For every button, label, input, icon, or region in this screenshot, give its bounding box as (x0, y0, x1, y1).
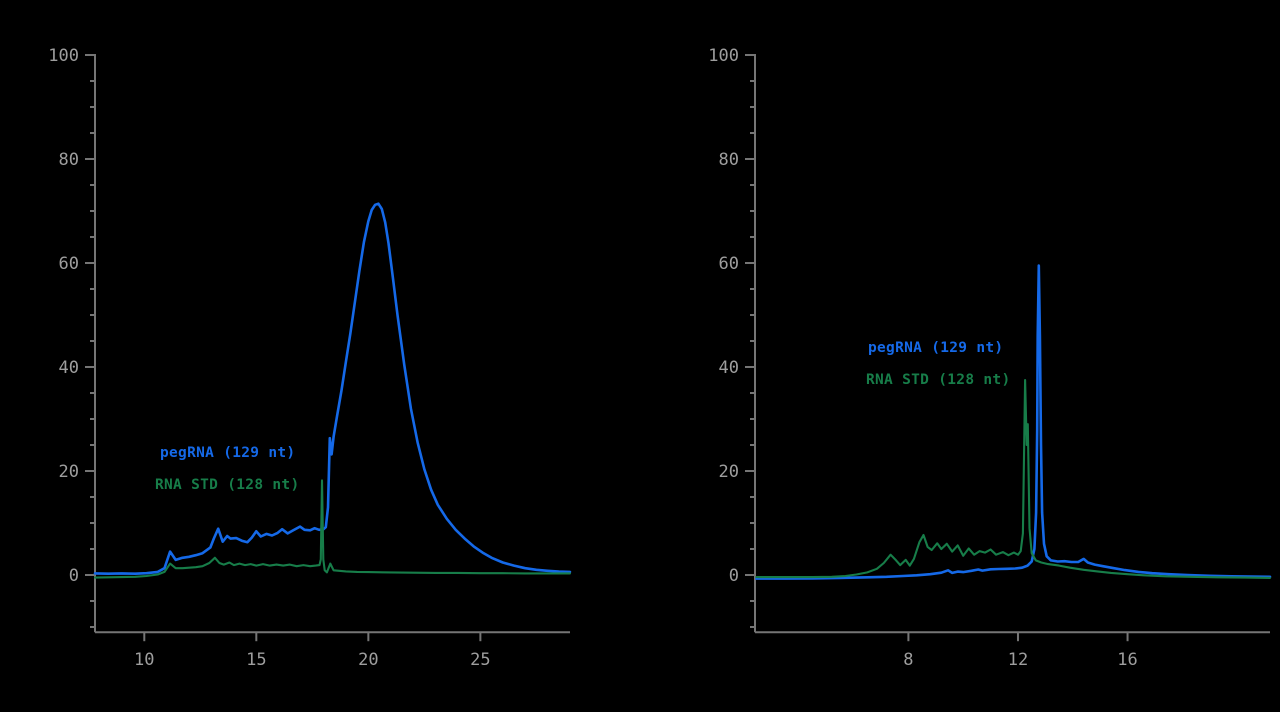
legend-label-rna-std: RNA STD (128 nt) (866, 372, 1010, 388)
y-tick-label: 80 (59, 150, 79, 170)
x-tick-label: 12 (1008, 650, 1028, 670)
y-tick-label: 40 (719, 358, 739, 378)
x-tick-label: 10 (134, 650, 154, 670)
series-pegrna (93, 202, 572, 576)
x-ticks: 10 15 20 25 (134, 632, 491, 670)
y-tick-label: 60 (59, 254, 79, 274)
x-tick-label: 25 (470, 650, 490, 670)
x-tick-label: 20 (358, 650, 378, 670)
y-major-ticks: 0 20 40 60 80 100 (708, 46, 755, 586)
legend-label-pegrna: pegRNA (129 nt) (868, 340, 1003, 356)
x-tick-label: 15 (246, 650, 266, 670)
y-tick-label: 20 (59, 462, 79, 482)
y-tick-label: 40 (59, 358, 79, 378)
legend-label-pegrna: pegRNA (129 nt) (160, 445, 295, 461)
y-tick-label: 0 (69, 566, 79, 586)
axes (754, 54, 1270, 634)
axes (94, 54, 570, 634)
legend: pegRNA (129 nt) RNA STD (128 nt) (866, 340, 1010, 388)
x-tick-label: 8 (903, 650, 913, 670)
y-tick-label: 100 (48, 46, 79, 66)
y-tick-label: 60 (719, 254, 739, 274)
series-rna-std (755, 378, 1272, 579)
legend: pegRNA (129 nt) RNA STD (128 nt) (155, 445, 299, 493)
series-rna-std (93, 479, 572, 579)
y-minor-ticks (90, 80, 95, 628)
y-minor-ticks (750, 80, 755, 628)
x-tick-label: 16 (1117, 650, 1137, 670)
y-tick-label: 0 (729, 566, 739, 586)
chart-left: 0 20 40 60 80 100 10 15 20 25 pegRNA (129 nt) RNA S… (48, 46, 572, 670)
x-ticks: 8 12 16 (903, 632, 1138, 670)
legend-label-rna-std: RNA STD (128 nt) (155, 477, 299, 493)
y-tick-label: 100 (708, 46, 739, 66)
y-major-ticks: 0 20 40 60 80 100 (48, 46, 95, 586)
y-tick-label: 20 (719, 462, 739, 482)
y-tick-label: 80 (719, 150, 739, 170)
series-pegrna (755, 264, 1272, 580)
chart-right: 0 20 40 60 80 100 8 12 16 pegRNA (129 nt) RNA STD … (708, 46, 1272, 670)
